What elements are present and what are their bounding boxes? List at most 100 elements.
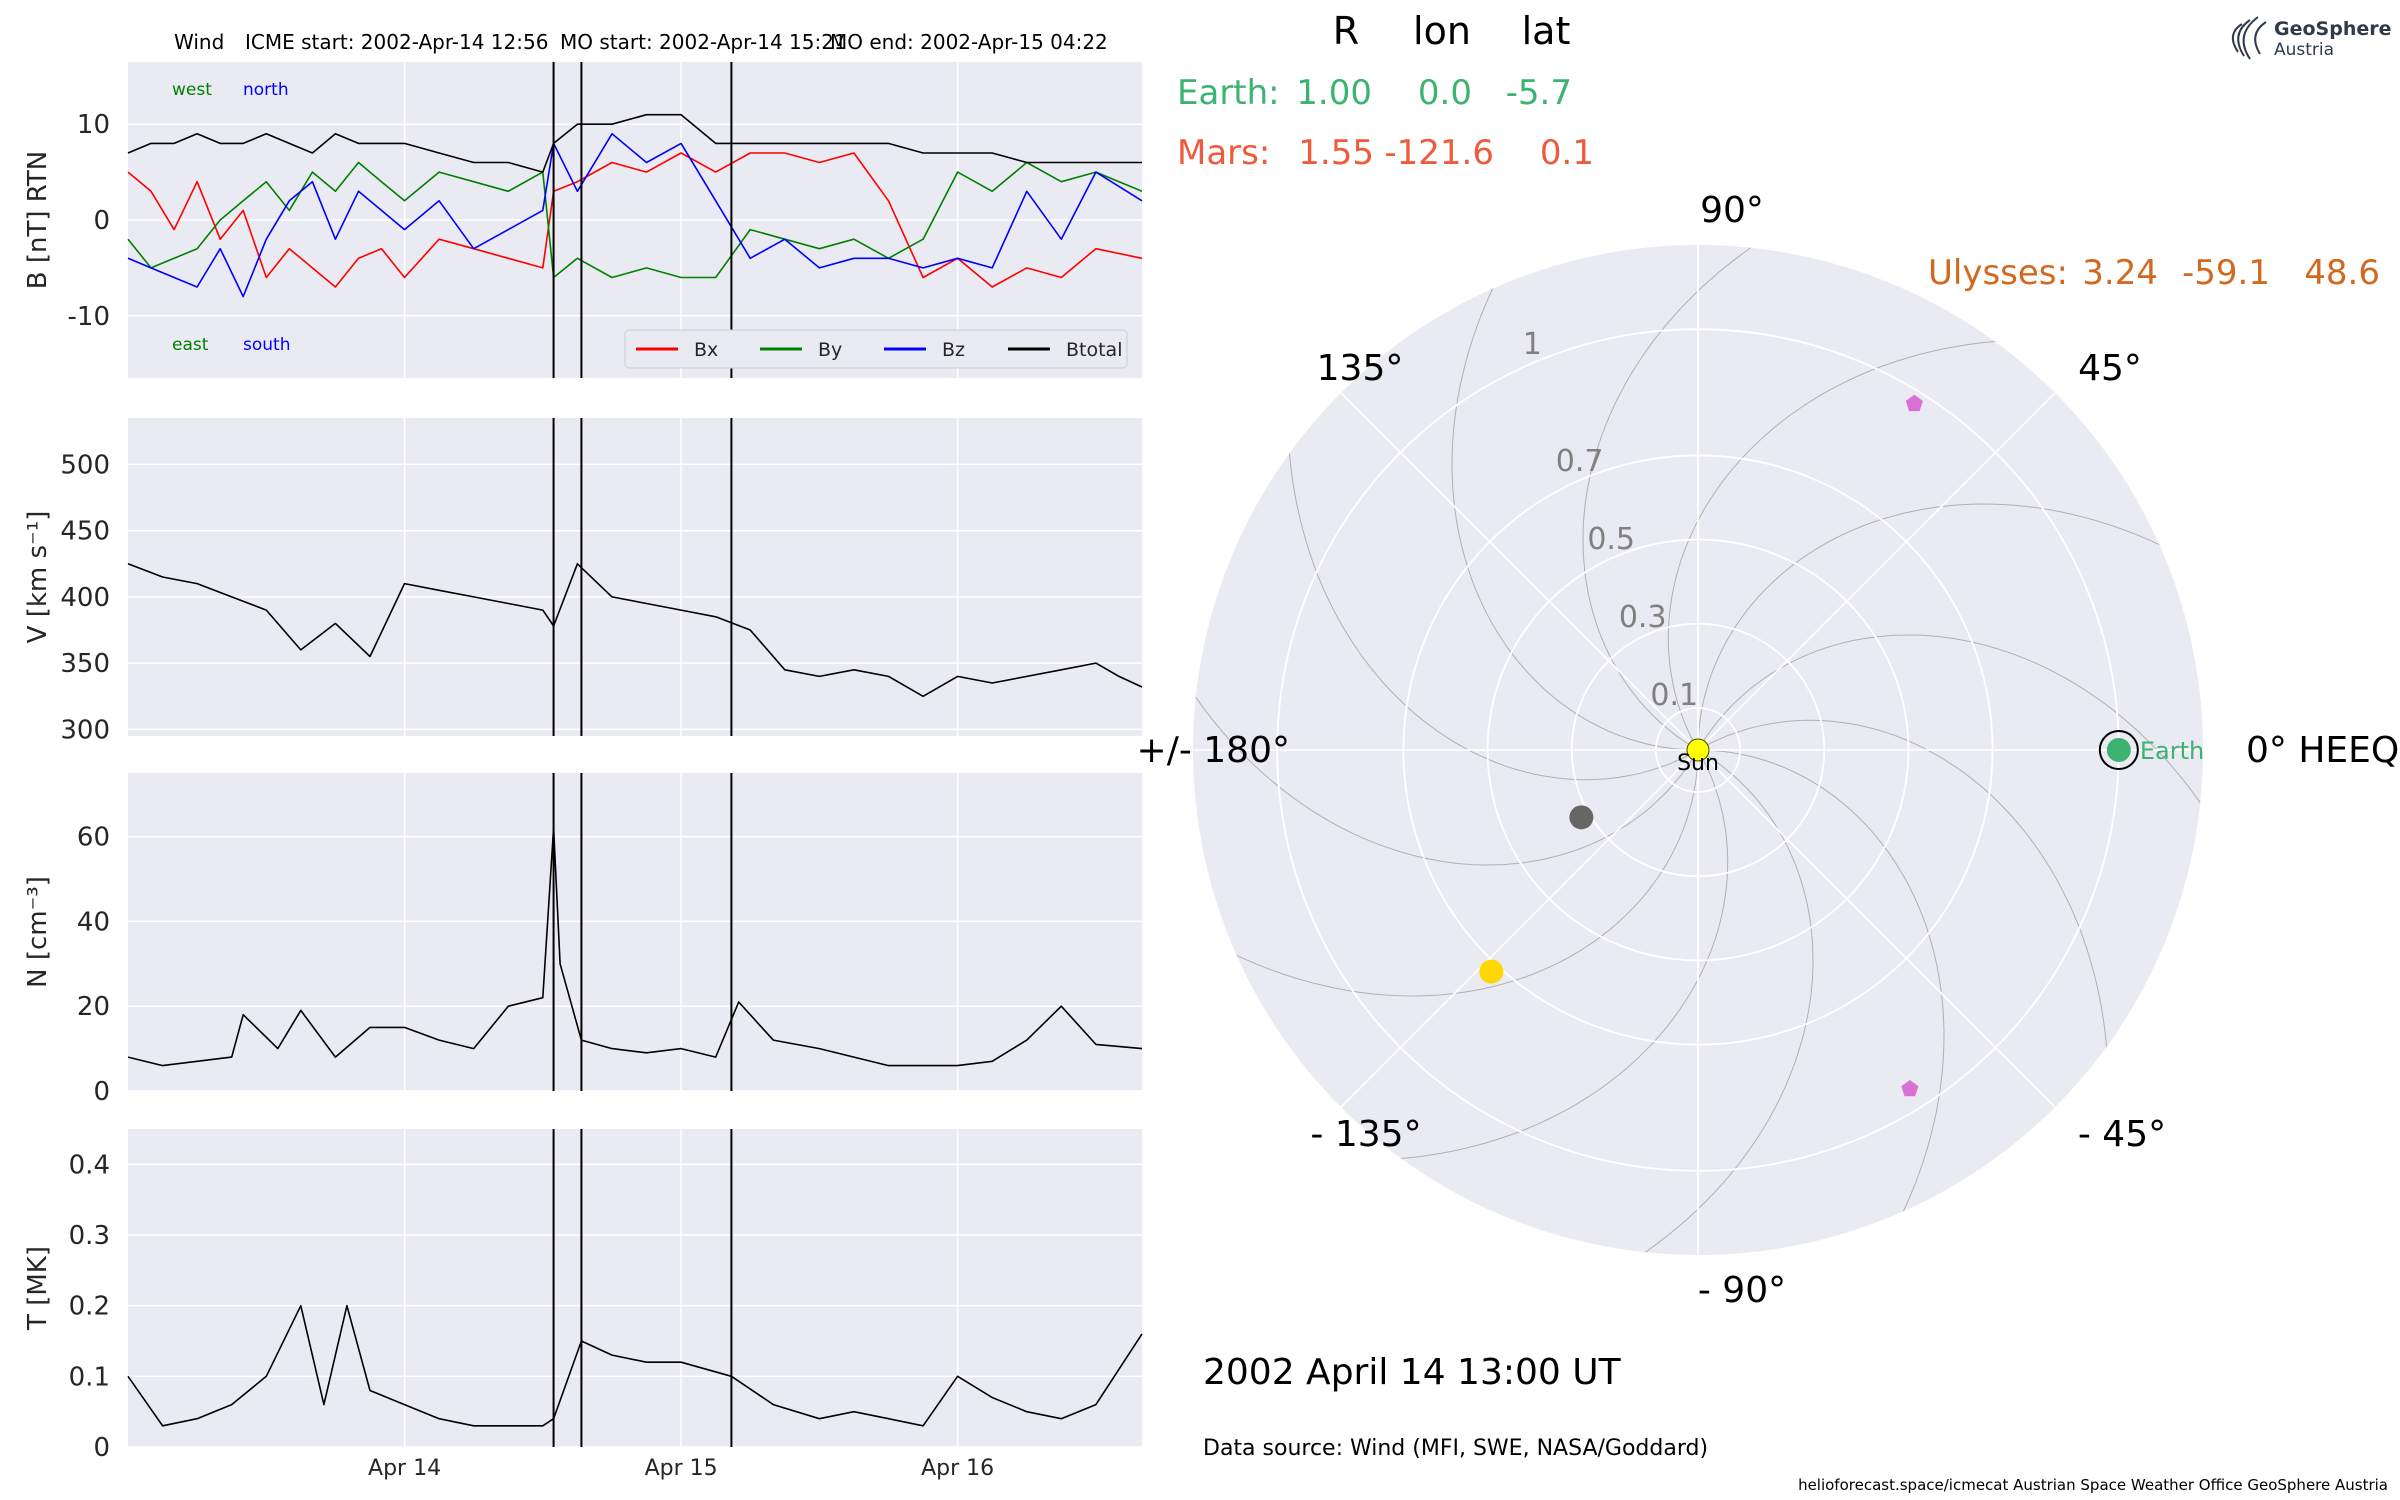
field-line bbox=[1362, 757, 1729, 1161]
field-line bbox=[1697, 503, 2195, 742]
mars-row-r: 1.55 bbox=[1298, 133, 1374, 173]
table-header-lon: lon bbox=[1413, 9, 1471, 53]
header-mo-end: MO end: 2002-Apr-15 04:22 bbox=[830, 30, 1108, 54]
table-header-lat: lat bbox=[1522, 9, 1571, 53]
point-pentagon-2 bbox=[1901, 1080, 1919, 1097]
angle-label: - 135° bbox=[1310, 1114, 1421, 1155]
y-tick-label: 0.4 bbox=[69, 1150, 110, 1180]
angle-label: 90° bbox=[1700, 190, 1764, 231]
mars-row-lat: 0.1 bbox=[1540, 133, 1594, 173]
logo-text-line2: Austria bbox=[2274, 40, 2334, 60]
panel-v-background bbox=[128, 418, 1142, 736]
angle-label: 0° HEEQ bbox=[2246, 730, 2399, 771]
y-tick-label: 0.2 bbox=[69, 1292, 110, 1322]
y-tick-label: 60 bbox=[77, 823, 110, 853]
field-line bbox=[1706, 749, 1945, 1247]
panel-n-background bbox=[128, 773, 1142, 1091]
field-line bbox=[1667, 339, 2034, 743]
point-pentagon-1 bbox=[1905, 394, 1923, 412]
y-tick-label: 0 bbox=[93, 1433, 110, 1463]
field-line bbox=[1451, 253, 1690, 751]
angle-label: +/- 180° bbox=[1137, 730, 1290, 771]
annotation-north: north bbox=[243, 80, 289, 100]
sun-label: Sun bbox=[1677, 751, 1719, 776]
sun-marker bbox=[1686, 738, 1710, 762]
ulysses-row-lon: -59.1 bbox=[2182, 253, 2270, 293]
field-line bbox=[1701, 634, 2203, 836]
series-v-line bbox=[127, 562, 1143, 698]
legend-label-btotal: Btotal bbox=[1066, 339, 1122, 361]
header-mo-start: MO start: 2002-Apr-14 15:21 bbox=[560, 30, 847, 54]
ulysses-row-lat: 48.6 bbox=[2304, 253, 2380, 293]
datetime-label: 2002 April 14 13:00 UT bbox=[1203, 1352, 1622, 1393]
field-line bbox=[1201, 758, 1699, 997]
table-header-r: R bbox=[1333, 9, 1359, 53]
radius-tick-label: 0.7 bbox=[1556, 444, 1604, 479]
mars-row-lon: -121.6 bbox=[1384, 133, 1494, 173]
radius-tick-label: 0.1 bbox=[1650, 678, 1698, 713]
geosphere-logo: GeoSphere Austria bbox=[2231, 16, 2392, 60]
data-source: Data source: Wind (MFI, SWE, NASA/Goddar… bbox=[1203, 1436, 1708, 1461]
legend-frame bbox=[624, 329, 1128, 369]
logo-waves-icon bbox=[2231, 16, 2267, 60]
panel-n: 0 20 40 60 N [cm⁻³] bbox=[23, 773, 1143, 1107]
panel-v: 300 350 400 450 500 V [km s⁻¹] bbox=[23, 418, 1143, 745]
polar-orbit-plot: 0.1 0.3 0.5 0.7 1 0° HEEQ 45° 90° 135° +/- 180° - … bbox=[1137, 190, 2400, 1311]
angle-label: - 45° bbox=[2078, 1114, 2166, 1155]
header-icme-start: ICME start: 2002-Apr-14 12:56 bbox=[245, 30, 548, 54]
polar-spoke bbox=[1697, 749, 2056, 1108]
earth-row-label: Earth: bbox=[1177, 73, 1280, 113]
legend: Bx By Bz Btotal bbox=[624, 329, 1128, 369]
field-line bbox=[1287, 414, 1691, 781]
angle-label: 45° bbox=[2078, 348, 2142, 389]
y-tick-label: 450 bbox=[60, 517, 110, 547]
earth-target-ring bbox=[2098, 730, 2139, 770]
x-tick-label: Apr 14 bbox=[368, 1456, 441, 1481]
legend-label-by: By bbox=[818, 339, 842, 361]
legend-label-bx: Bx bbox=[694, 339, 718, 361]
y-tick-label: 0 bbox=[93, 1077, 110, 1107]
y-tick-label: 40 bbox=[77, 907, 110, 937]
position-table: R lon lat Earth: 1.00 0.0 -5.7 Mars: 1.5… bbox=[1177, 9, 2380, 293]
polar-spoke bbox=[1340, 749, 1699, 1108]
field-line bbox=[1612, 753, 1814, 1255]
y-tick-label: 400 bbox=[60, 583, 110, 613]
radius-tick-label: 0.5 bbox=[1587, 522, 1635, 557]
earth-point-label: Earth bbox=[2140, 737, 2204, 765]
y-tick-label: 500 bbox=[60, 450, 110, 480]
annotation-east: east bbox=[172, 335, 209, 355]
earth-row-lat: -5.7 bbox=[1506, 73, 1572, 113]
y-tick-label: -10 bbox=[68, 302, 110, 332]
x-tick-label: Apr 16 bbox=[921, 1456, 994, 1481]
x-tick-label: Apr 15 bbox=[645, 1456, 718, 1481]
panel-t: 0 0.1 0.2 0.3 0.4 T [MK] bbox=[23, 1129, 1143, 1463]
y-tick-label: 300 bbox=[60, 715, 110, 745]
y-tick-label: 10 bbox=[77, 110, 110, 140]
earth-row-lon: 0.0 bbox=[1418, 73, 1472, 113]
field-line bbox=[1193, 664, 1695, 866]
point-gold-planet bbox=[1479, 959, 1504, 984]
y-tick-label: 0.3 bbox=[69, 1221, 110, 1251]
radius-tick-label: 1 bbox=[1523, 327, 1542, 362]
y-tick-label: 0.1 bbox=[69, 1362, 110, 1392]
time-series-panels: -10 0 10 B [nT] RTN west north east south Bx By Bz… bbox=[23, 62, 1143, 1481]
y-tick-label: 20 bbox=[77, 992, 110, 1022]
field-line bbox=[1582, 245, 1784, 747]
polar-spoke bbox=[1340, 392, 1699, 751]
polar-spoke bbox=[1697, 392, 2056, 751]
y-axis-label: B [nT] RTN bbox=[23, 151, 53, 290]
logo-text-line1: GeoSphere bbox=[2274, 18, 2392, 40]
point-gray-planet bbox=[1569, 805, 1594, 830]
footer-credits: helioforecast.space/icmecat Austrian Spa… bbox=[1798, 1476, 2388, 1494]
panel-t-background bbox=[128, 1129, 1142, 1447]
angle-label: - 90° bbox=[1698, 1270, 1786, 1311]
legend-label-bz: Bz bbox=[942, 339, 965, 361]
y-axis-label: V [km s⁻¹] bbox=[23, 511, 53, 644]
y-axis-label: N [cm⁻³] bbox=[23, 876, 53, 988]
annotation-south: south bbox=[243, 335, 290, 355]
y-tick-label: 350 bbox=[60, 649, 110, 679]
radius-tick-label: 0.3 bbox=[1619, 600, 1667, 635]
ulysses-row-r: 3.24 bbox=[2082, 253, 2158, 293]
y-tick-label: 0 bbox=[93, 206, 110, 236]
